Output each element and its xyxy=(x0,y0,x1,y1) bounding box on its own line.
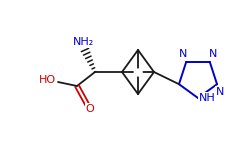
Text: N: N xyxy=(179,49,188,59)
Text: N: N xyxy=(208,49,217,59)
Text: NH₂: NH₂ xyxy=(72,37,94,47)
Text: O: O xyxy=(86,104,94,114)
Text: HO: HO xyxy=(39,75,56,85)
Text: N: N xyxy=(216,87,224,97)
Text: NH: NH xyxy=(198,93,216,103)
